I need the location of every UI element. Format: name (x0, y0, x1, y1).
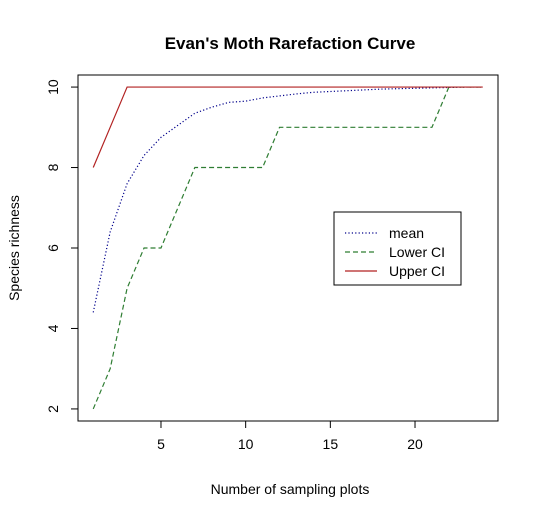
y-tick-label: 4 (45, 324, 61, 332)
legend-label: mean (389, 225, 424, 241)
y-axis-label: Species richness (6, 195, 22, 301)
y-tick-label: 2 (45, 405, 61, 413)
x-axis-label: Number of sampling plots (211, 481, 370, 497)
x-axis: 5 10 15 20 (157, 421, 423, 452)
x-tick-label: 5 (157, 436, 165, 452)
x-tick-label: 15 (323, 436, 339, 452)
series-line-upper-ci (92, 86, 483, 168)
series-layer (92, 86, 483, 410)
x-tick-label: 20 (407, 436, 423, 452)
legend-label: Lower CI (389, 244, 445, 260)
x-tick-label: 10 (238, 436, 254, 452)
legend-box (333, 211, 462, 286)
y-tick-label: 8 (45, 163, 61, 171)
y-tick-label: 6 (45, 244, 61, 252)
chart-title: Evan's Moth Rarefaction Curve (165, 34, 416, 53)
legend: mean Lower CI Upper CI (333, 211, 462, 286)
series-line-lower-ci (92, 86, 483, 410)
legend-label: Upper CI (389, 263, 445, 279)
y-axis: 2 4 6 8 10 (45, 79, 78, 413)
y-tick-label: 10 (45, 79, 61, 95)
